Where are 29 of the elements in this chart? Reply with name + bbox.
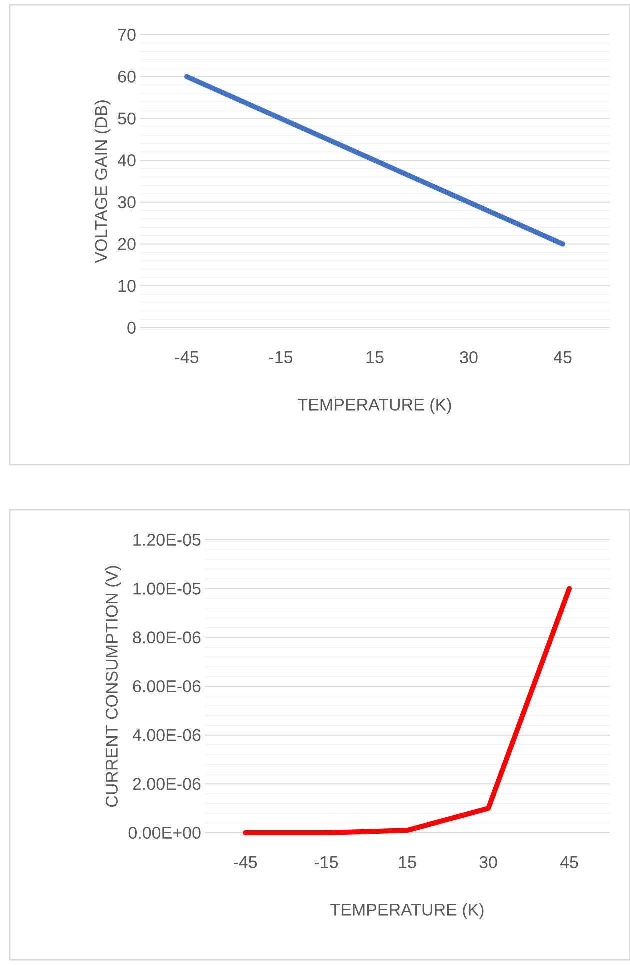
y-tick-label: 0.00E+00 xyxy=(128,826,201,840)
x-tick-label: -15 xyxy=(314,856,338,868)
x-tick-label: -45 xyxy=(175,352,199,364)
y-tick-label: 10 xyxy=(118,280,136,292)
x-axis-title: TEMPERATURE (K) xyxy=(298,398,452,414)
y-tick-label: 8.00E-06 xyxy=(133,632,201,644)
y-tick-label: 70 xyxy=(118,28,136,42)
y-tick-label: 30 xyxy=(118,196,136,208)
x-tick-label: 15 xyxy=(366,352,384,364)
y-axis-title: CURRENT CONSUMPTION (V) xyxy=(106,566,122,807)
x-tick-label: 30 xyxy=(480,856,498,869)
y-tick-label: 4.00E-06 xyxy=(132,729,201,742)
y-tick-label: 40 xyxy=(118,154,136,167)
y-tick-label: 2.00E-06 xyxy=(133,778,201,790)
x-tick-label: 45 xyxy=(560,856,578,868)
x-tick-label: 45 xyxy=(554,352,572,364)
y-axis-title: VOLTAGE GAIN (DB) xyxy=(94,100,111,264)
x-tick-label: 30 xyxy=(460,352,478,364)
y-tick-label: 60 xyxy=(118,70,136,83)
y-tick-label: 1.20E-05 xyxy=(134,534,201,546)
x-axis-title: TEMPERATURE (K) xyxy=(330,903,484,920)
y-tick-label: 50 xyxy=(118,112,136,125)
x-tick-label: -15 xyxy=(269,352,293,364)
y-tick-label: 20 xyxy=(118,238,136,250)
y-tick-label: 6.00E-06 xyxy=(133,680,201,693)
x-tick-label: 15 xyxy=(399,856,416,868)
x-tick-label: -45 xyxy=(234,856,258,868)
y-tick-label: 1.00E-05 xyxy=(134,582,201,595)
y-tick-label: 0 xyxy=(128,322,136,334)
